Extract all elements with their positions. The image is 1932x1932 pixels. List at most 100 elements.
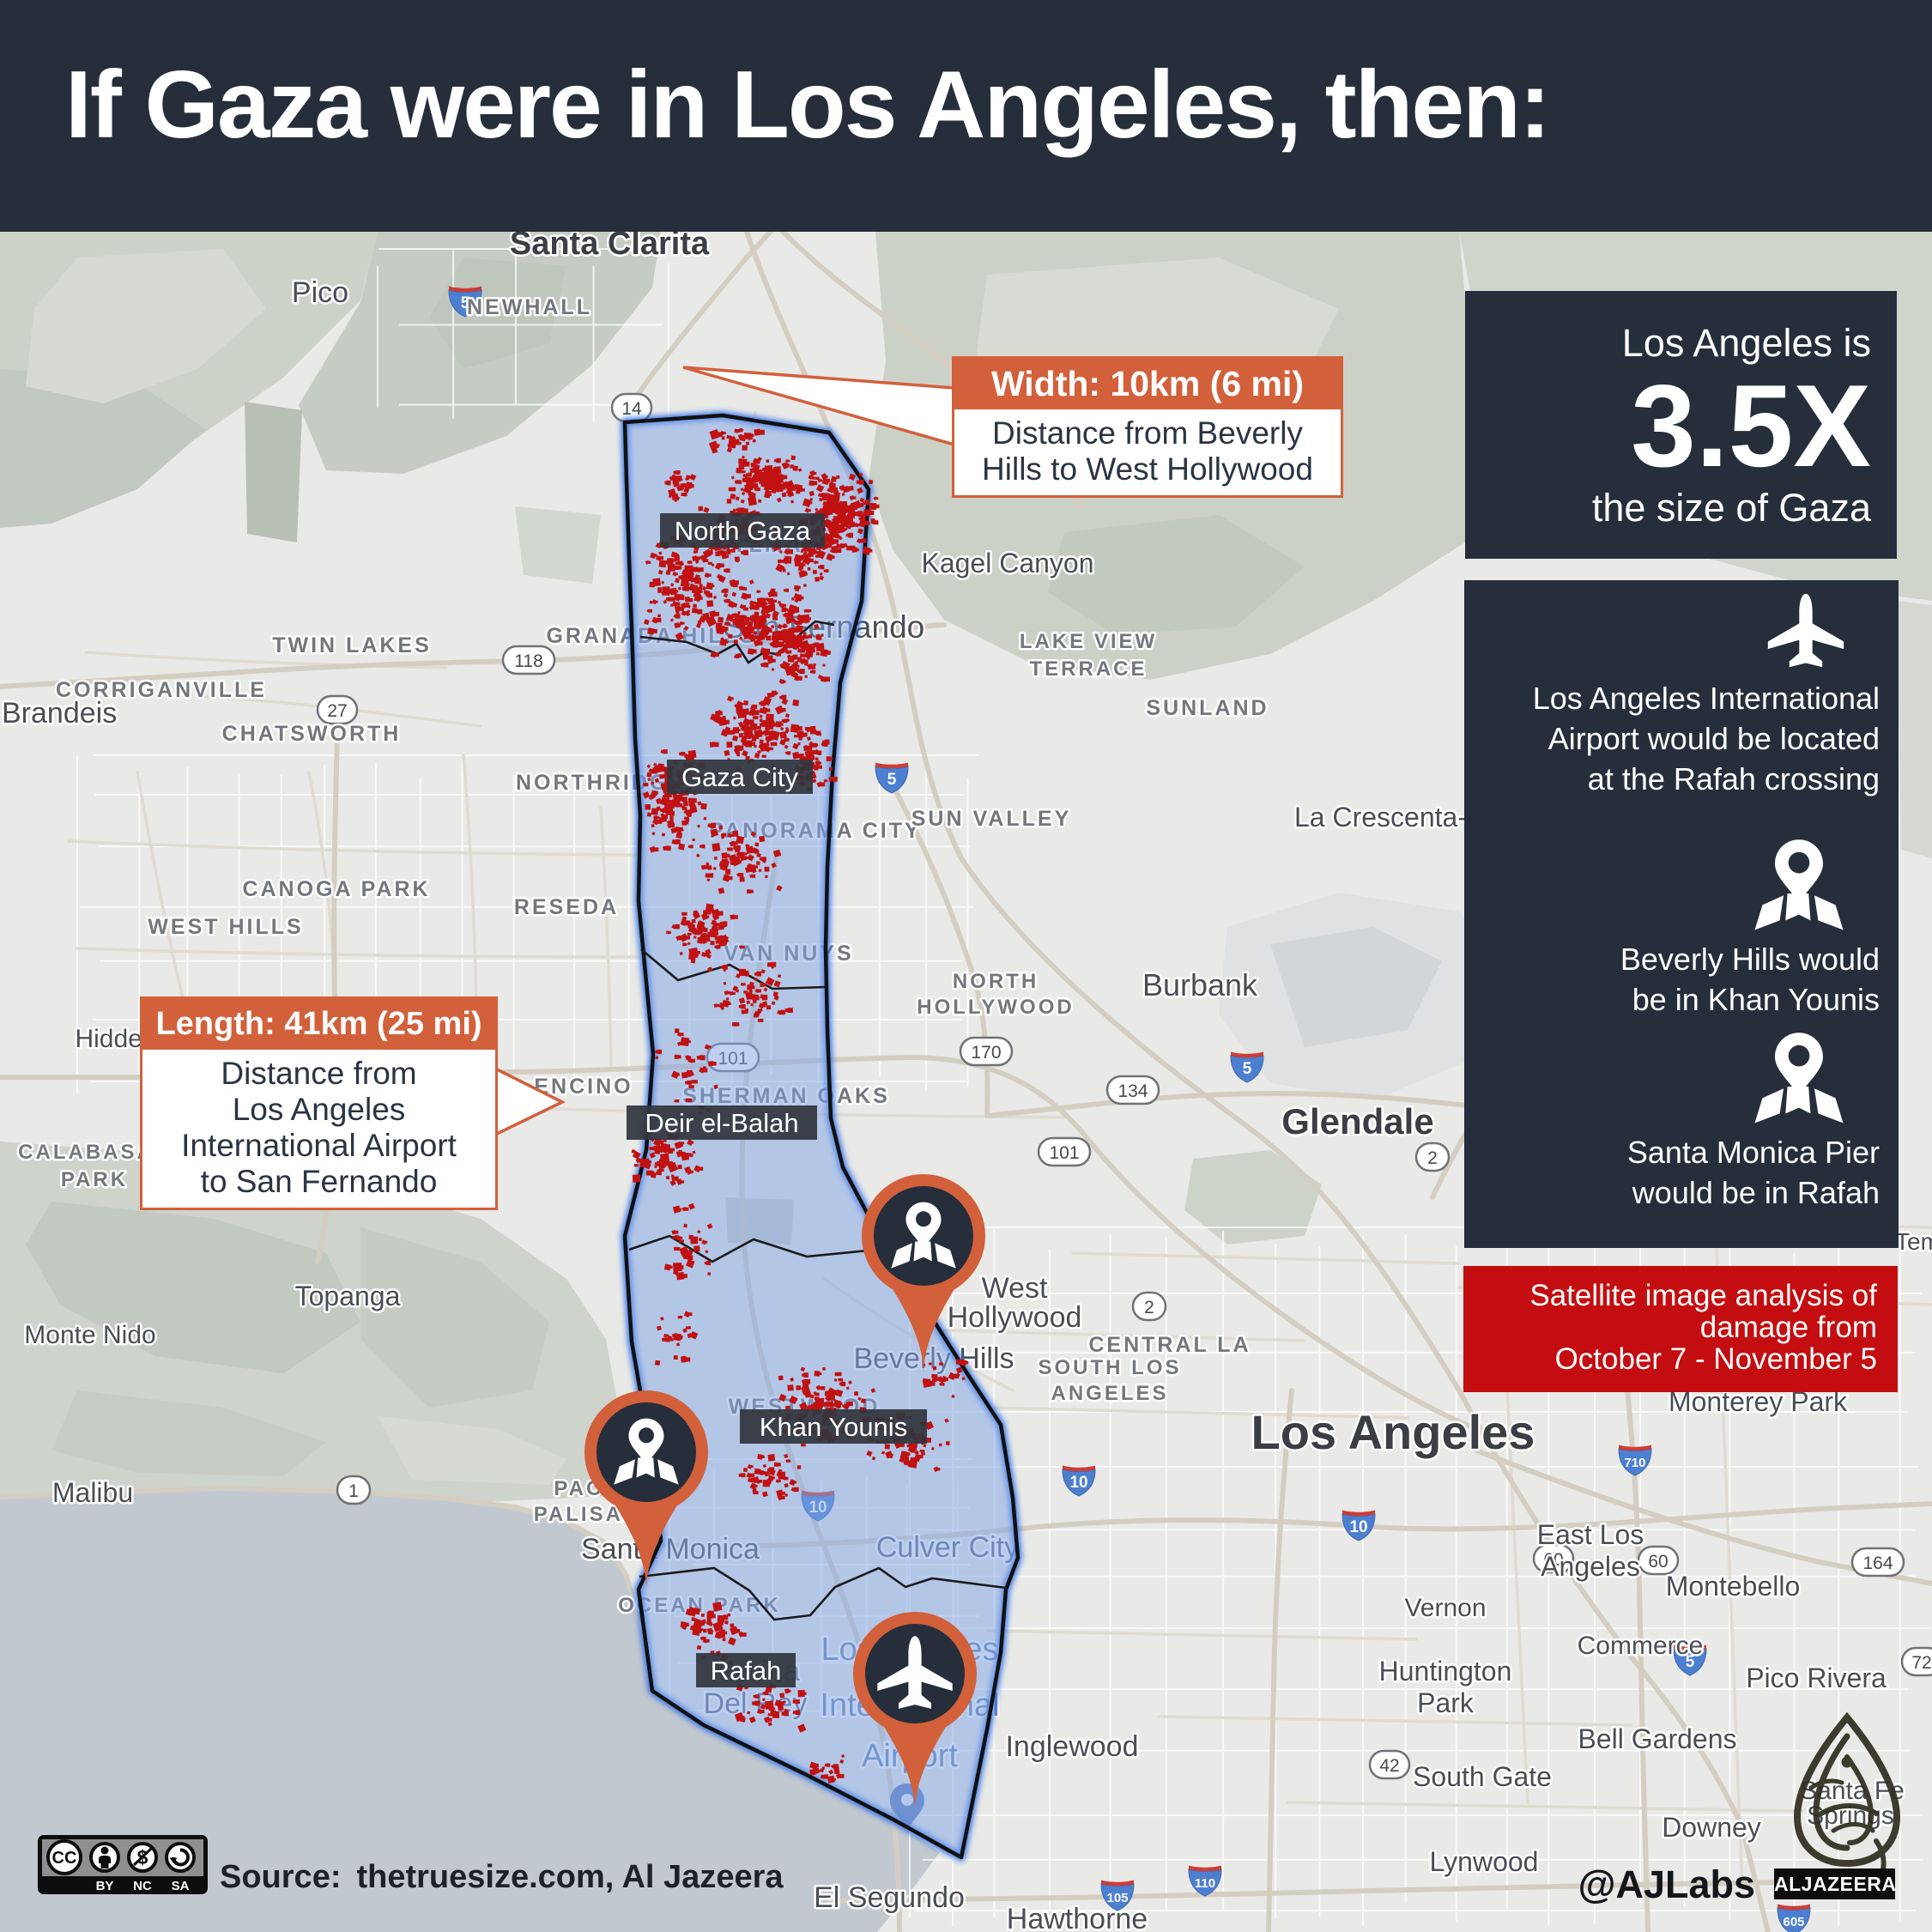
gaza-region-badge: Khan Younis	[740, 1409, 927, 1444]
fact-line: at the Rafah crossing	[1587, 761, 1880, 796]
aljazeera-wordmark: ALJAZEERA	[1774, 1868, 1896, 1899]
gaza-region-badge: Rafah	[696, 1653, 796, 1687]
shield-number: 1	[348, 1481, 359, 1501]
map-label: East Los	[1537, 1519, 1644, 1550]
svg-text:NC: NC	[133, 1879, 152, 1893]
interstate-shield: 5	[875, 762, 909, 794]
size-comparison-panel: Los Angeles is 3.5X the size of Gaza	[1465, 291, 1897, 559]
page-title: If Gaza were in Los Angeles, then:	[65, 51, 1551, 158]
map-label: WEST HILLS	[148, 915, 303, 939]
interstate-shield: 10	[1062, 1465, 1096, 1497]
fact-text: Beverly Hills would be in Khan Younis	[1464, 939, 1899, 1020]
fact-line: would be in Rafah	[1632, 1175, 1880, 1210]
map-label: Downey	[1662, 1812, 1761, 1843]
plane-icon	[1767, 593, 1844, 668]
map-label: CENTRAL LA	[1088, 1333, 1251, 1357]
gaza-region-label: North Gaza	[675, 516, 811, 546]
map-label: CHATSWORTH	[222, 722, 402, 746]
interstate-shield: 5	[1230, 1051, 1264, 1083]
gaza-region-label: Gaza City	[681, 762, 799, 792]
map-label: Monte Nido	[24, 1321, 155, 1349]
svg-text:BY: BY	[96, 1879, 114, 1893]
cc-by-icon	[89, 1842, 120, 1873]
shield-number: 27	[327, 701, 347, 721]
width-callout-heading: Width: 10km (6 mi)	[954, 359, 1341, 409]
interstate-shield: 710	[1618, 1444, 1652, 1476]
source-credit: Source: thetruesize.com, Al Jazeera	[220, 1859, 784, 1896]
shield-number: 42	[1379, 1756, 1399, 1776]
cc-sa-icon	[165, 1842, 196, 1873]
route-shield: 170	[959, 1036, 1014, 1067]
svg-text:SA: SA	[172, 1879, 190, 1893]
length-callout-line: Los Angeles	[232, 1092, 406, 1127]
map-label: CANOGA PARK	[242, 877, 430, 901]
route-shield: 164	[1850, 1547, 1905, 1578]
gaza-region-badge: Gaza City	[667, 760, 813, 794]
route-shield: 2	[1131, 1291, 1167, 1322]
shield-number: 105	[1106, 1891, 1128, 1905]
cc-icon: CC	[46, 1839, 82, 1875]
map-label: Huntington	[1379, 1656, 1512, 1687]
map-pin-icon	[614, 1418, 679, 1485]
facts-panel: Los Angeles International Airport would …	[1464, 580, 1899, 1248]
map-label: NORTH	[953, 970, 1039, 993]
map-label: Commerce	[1578, 1632, 1704, 1660]
shield-number: 5	[461, 294, 470, 312]
map-label: Pico	[292, 276, 348, 309]
map-label: NEWHALL	[467, 295, 592, 319]
map-label: Hawthorne	[1007, 1903, 1148, 1932]
shield-number: 605	[1783, 1915, 1804, 1929]
shield-number: 5	[887, 771, 897, 789]
gaza-region-label: Khan Younis	[760, 1412, 907, 1442]
map-label: West	[982, 1272, 1048, 1305]
gaza-place-badges: North Gaza Gaza City Deir el-Balah Khan You…	[627, 513, 927, 1687]
route-shield: 60	[1637, 1545, 1680, 1576]
size-panel-intro: Los Angeles is	[1621, 321, 1871, 365]
map-label: TERRACE	[1029, 657, 1147, 681]
map-pins	[584, 1174, 985, 1811]
interstate-shield: 5	[448, 286, 482, 318]
map-label: Inglewood	[1005, 1730, 1138, 1763]
fact-text: Santa Monica Pier would be in Rafah	[1464, 1132, 1899, 1213]
shield-number: 2	[1144, 1298, 1154, 1317]
shield-number: 72	[1911, 1653, 1931, 1673]
interstate-shield: 10	[1341, 1510, 1376, 1541]
length-callout-line: to San Fernando	[200, 1164, 438, 1199]
shield-number: 134	[1117, 1081, 1148, 1101]
location-map-pin	[862, 1174, 985, 1373]
svg-text:CC: CC	[52, 1849, 77, 1868]
map-label: Angeles	[1541, 1551, 1640, 1582]
damage-note-line: Satellite image analysis of	[1529, 1279, 1877, 1312]
interstate-shield: 605	[1777, 1904, 1811, 1932]
interstate-shield: 110	[1188, 1865, 1222, 1897]
damage-note-line: damage from	[1699, 1311, 1877, 1344]
map-label: Glendale	[1281, 1101, 1433, 1142]
map-label: Lynwood	[1430, 1846, 1539, 1877]
source-label: Source:	[220, 1859, 342, 1895]
size-panel-multiplier: 3.5X	[1631, 360, 1871, 491]
length-callout-line: International Airport	[181, 1128, 457, 1163]
gaza-region-label: Deir el-Balah	[645, 1108, 798, 1138]
shield-number: 2	[1427, 1148, 1438, 1168]
route-shield: 1	[336, 1475, 372, 1505]
width-callout-line: Distance from Beverly	[992, 415, 1303, 451]
damage-note: Satellite image analysis of damage from …	[1463, 1266, 1898, 1392]
map-label: El Segundo	[814, 1881, 965, 1914]
route-shield: 27	[316, 694, 359, 725]
shield-number: 118	[514, 651, 542, 671]
length-callout-heading: Length: 41km (25 mi)	[142, 999, 495, 1050]
map-label: Hollywood	[948, 1301, 1082, 1334]
route-shield: 2	[1414, 1142, 1451, 1172]
map-label: Montebello	[1666, 1571, 1801, 1602]
shield-number: 5	[1243, 1060, 1252, 1078]
cc-nc-icon: $	[127, 1842, 158, 1873]
map-label: Vernon	[1404, 1594, 1486, 1622]
ocean	[0, 1490, 940, 1932]
width-callout-line: Hills to West Hollywood	[982, 451, 1313, 487]
map-label: SUN VALLEY	[911, 807, 1072, 831]
map-label: HOLLYWOOD	[917, 996, 1074, 1019]
shield-number: 10	[1069, 1474, 1087, 1492]
fact-item-beverly-hills: Beverly Hills would be in Khan Younis	[1464, 838, 1899, 1020]
map-label: Los Angeles	[1251, 1405, 1535, 1459]
route-shield: 101	[1037, 1136, 1092, 1167]
